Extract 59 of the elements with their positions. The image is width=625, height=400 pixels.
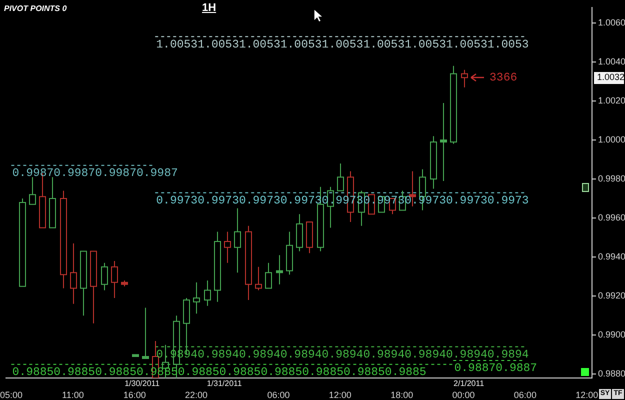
candlestick [286, 231, 293, 276]
series-label: 0.99870.99870.99870.9987 [12, 167, 178, 180]
x-tick-label: 12:00 [576, 390, 598, 400]
x-tick-label: 06:00 [267, 390, 290, 400]
x-tick-label: 18:00 [390, 390, 414, 400]
candlestick [90, 250, 97, 324]
candlestick [204, 280, 211, 306]
candlestick [70, 242, 77, 304]
y-tick-label: 0.9920 [598, 290, 625, 301]
text: 2/1/2011 [454, 379, 485, 388]
x-tick-label: 22:00 [185, 390, 208, 400]
candlestick [142, 307, 149, 359]
series-label: 1.00531.00531.00531.00531.00531.00531.00531.00531.0053 [156, 38, 529, 52]
x-tick-label: 00:00 [452, 390, 475, 400]
x-tick-label: 16:00 [123, 390, 146, 400]
candlestick [132, 354, 139, 358]
chart-subtitle: PIVOT POINTS 0 [4, 4, 67, 13]
candlestick [19, 198, 26, 287]
x-tick-label: 11:00 [62, 390, 84, 400]
y-tick-label: 0.9960 [598, 212, 625, 223]
candlestick [265, 262, 272, 289]
y-tick-label: 1.0020 [598, 96, 625, 106]
candlestick [245, 225, 252, 300]
candlestick [337, 162, 344, 192]
candlestick [430, 136, 437, 190]
annotation: 3366 [490, 72, 518, 85]
y-tick-label: 0.9900 [598, 330, 625, 340]
candlestick [60, 190, 67, 289]
candlestick [440, 102, 447, 182]
candlestick [214, 231, 221, 302]
y-tick-label: 1.0000 [598, 134, 625, 145]
chart-title: 1H [202, 2, 216, 14]
candlestick [224, 231, 231, 264]
candlestick [80, 250, 87, 316]
y-tick-label: 0.9980 [598, 174, 625, 184]
y-tick-label: 0.9880 [598, 368, 625, 379]
y-tick-label: 1.0040 [598, 56, 625, 66]
candlestick [276, 254, 283, 285]
x-tick-label: 05:00 [0, 390, 23, 400]
y-tick-label: 1.0060 [598, 17, 625, 28]
candlestick [101, 262, 108, 291]
candlestick [121, 280, 128, 287]
candlestick [193, 282, 200, 314]
text: 1/31/2011 [206, 379, 242, 388]
candlestick [49, 176, 56, 228]
candlestick [234, 208, 241, 274]
x-tick-label: 12:00 [328, 390, 352, 400]
x-tick-label: 06:00 [514, 390, 536, 400]
candlestick [296, 214, 303, 252]
candlestick [306, 221, 313, 254]
text: 1/30/2011 [124, 379, 160, 388]
candlestick [29, 176, 36, 205]
y-tick-label: 0.9940 [598, 252, 625, 262]
candlestick [111, 260, 118, 299]
candlestick [255, 266, 262, 291]
series-label: 0.98870.9887 [454, 362, 538, 376]
annotation: 1.0032 [597, 72, 625, 82]
candlestick [461, 69, 468, 88]
candlestick [450, 65, 457, 144]
